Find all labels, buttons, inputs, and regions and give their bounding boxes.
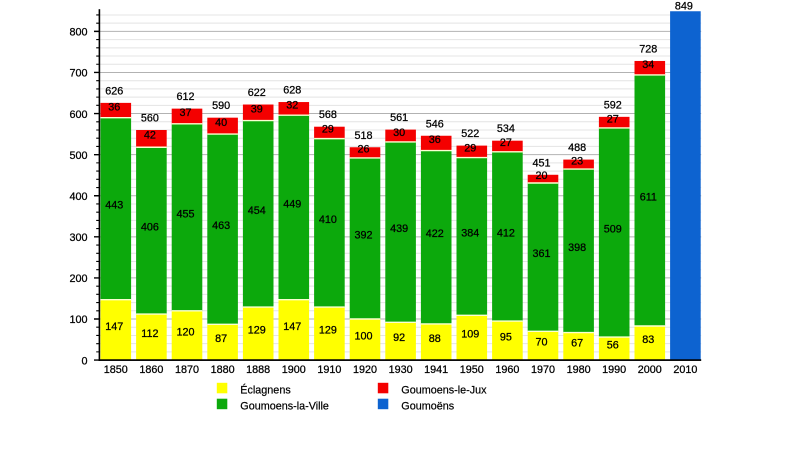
svg-text:518: 518: [354, 130, 372, 142]
svg-text:37: 37: [179, 107, 191, 119]
svg-text:40: 40: [215, 117, 227, 129]
svg-text:100: 100: [69, 314, 87, 326]
svg-text:112: 112: [141, 328, 158, 340]
svg-text:1850: 1850: [104, 364, 128, 376]
svg-text:590: 590: [212, 100, 230, 112]
svg-text:406: 406: [141, 222, 159, 234]
svg-text:509: 509: [604, 224, 622, 236]
svg-text:2010: 2010: [673, 364, 697, 376]
svg-text:Goumoens-la-Ville: Goumoens-la-Ville: [240, 400, 329, 412]
svg-text:568: 568: [319, 109, 337, 121]
svg-text:129: 129: [248, 325, 266, 337]
svg-text:463: 463: [212, 220, 230, 232]
svg-text:612: 612: [176, 91, 194, 103]
svg-text:100: 100: [354, 331, 372, 343]
svg-text:27: 27: [607, 113, 619, 125]
svg-text:500: 500: [69, 150, 87, 162]
svg-text:120: 120: [176, 326, 194, 338]
svg-text:849: 849: [675, 1, 693, 13]
svg-text:728: 728: [639, 43, 657, 55]
svg-text:70: 70: [535, 337, 547, 349]
svg-text:410: 410: [319, 214, 337, 226]
svg-text:30: 30: [393, 127, 405, 139]
svg-text:Goumoens-le-Jux: Goumoens-le-Jux: [401, 385, 487, 397]
svg-text:95: 95: [500, 332, 512, 344]
svg-text:800: 800: [69, 27, 87, 39]
svg-text:534: 534: [497, 123, 515, 135]
svg-text:1950: 1950: [460, 364, 484, 376]
svg-text:39: 39: [251, 104, 263, 116]
svg-text:522: 522: [461, 128, 479, 140]
svg-text:83: 83: [642, 334, 654, 346]
svg-text:87: 87: [215, 333, 227, 345]
svg-text:1970: 1970: [531, 364, 555, 376]
svg-text:88: 88: [429, 333, 441, 345]
svg-text:628: 628: [283, 85, 301, 97]
svg-text:439: 439: [390, 223, 408, 235]
svg-text:109: 109: [461, 329, 479, 341]
svg-text:422: 422: [426, 228, 444, 240]
svg-text:611: 611: [640, 191, 657, 203]
svg-text:560: 560: [141, 113, 159, 125]
svg-text:36: 36: [429, 134, 441, 146]
svg-text:1980: 1980: [567, 364, 591, 376]
svg-text:449: 449: [283, 198, 301, 210]
svg-text:451: 451: [532, 157, 550, 169]
svg-text:92: 92: [393, 332, 405, 344]
svg-text:1860: 1860: [139, 364, 163, 376]
svg-text:488: 488: [568, 142, 586, 154]
svg-text:361: 361: [532, 248, 550, 260]
svg-text:1880: 1880: [211, 364, 235, 376]
svg-text:561: 561: [390, 112, 408, 124]
svg-text:1941: 1941: [424, 364, 448, 376]
svg-text:1870: 1870: [175, 364, 199, 376]
svg-text:29: 29: [322, 124, 334, 136]
svg-text:443: 443: [105, 200, 123, 212]
svg-text:392: 392: [354, 229, 372, 241]
svg-text:29: 29: [464, 143, 476, 155]
svg-text:36: 36: [108, 101, 120, 113]
svg-text:1990: 1990: [602, 364, 626, 376]
svg-text:454: 454: [248, 205, 266, 217]
svg-text:626: 626: [105, 85, 123, 97]
svg-text:546: 546: [426, 118, 444, 130]
svg-text:32: 32: [286, 100, 298, 112]
svg-text:1930: 1930: [389, 364, 413, 376]
svg-text:147: 147: [283, 321, 301, 333]
svg-text:200: 200: [69, 273, 87, 285]
svg-text:384: 384: [461, 227, 479, 239]
svg-text:300: 300: [69, 232, 87, 244]
svg-text:20: 20: [535, 170, 547, 182]
svg-text:27: 27: [500, 137, 512, 149]
svg-text:1888: 1888: [246, 364, 270, 376]
svg-text:1960: 1960: [495, 364, 519, 376]
svg-text:Éclagnens: Éclagnens: [240, 384, 291, 397]
svg-text:592: 592: [604, 99, 622, 111]
svg-text:129: 129: [319, 325, 337, 337]
svg-text:1910: 1910: [317, 364, 341, 376]
svg-text:412: 412: [497, 227, 515, 239]
svg-text:0: 0: [81, 355, 87, 367]
svg-text:1920: 1920: [353, 364, 377, 376]
svg-text:622: 622: [248, 87, 266, 99]
svg-text:2000: 2000: [638, 364, 662, 376]
svg-text:Goumoëns: Goumoëns: [401, 400, 454, 412]
svg-text:455: 455: [176, 208, 194, 220]
svg-text:23: 23: [571, 155, 583, 167]
svg-text:42: 42: [144, 130, 156, 142]
svg-text:34: 34: [642, 59, 654, 71]
svg-text:56: 56: [607, 340, 619, 352]
svg-text:400: 400: [69, 191, 87, 203]
svg-text:147: 147: [105, 321, 123, 333]
svg-text:700: 700: [69, 68, 87, 80]
svg-text:398: 398: [568, 242, 586, 254]
svg-text:1900: 1900: [282, 364, 306, 376]
svg-text:600: 600: [69, 109, 87, 121]
svg-text:67: 67: [571, 337, 583, 349]
svg-text:26: 26: [357, 144, 369, 156]
